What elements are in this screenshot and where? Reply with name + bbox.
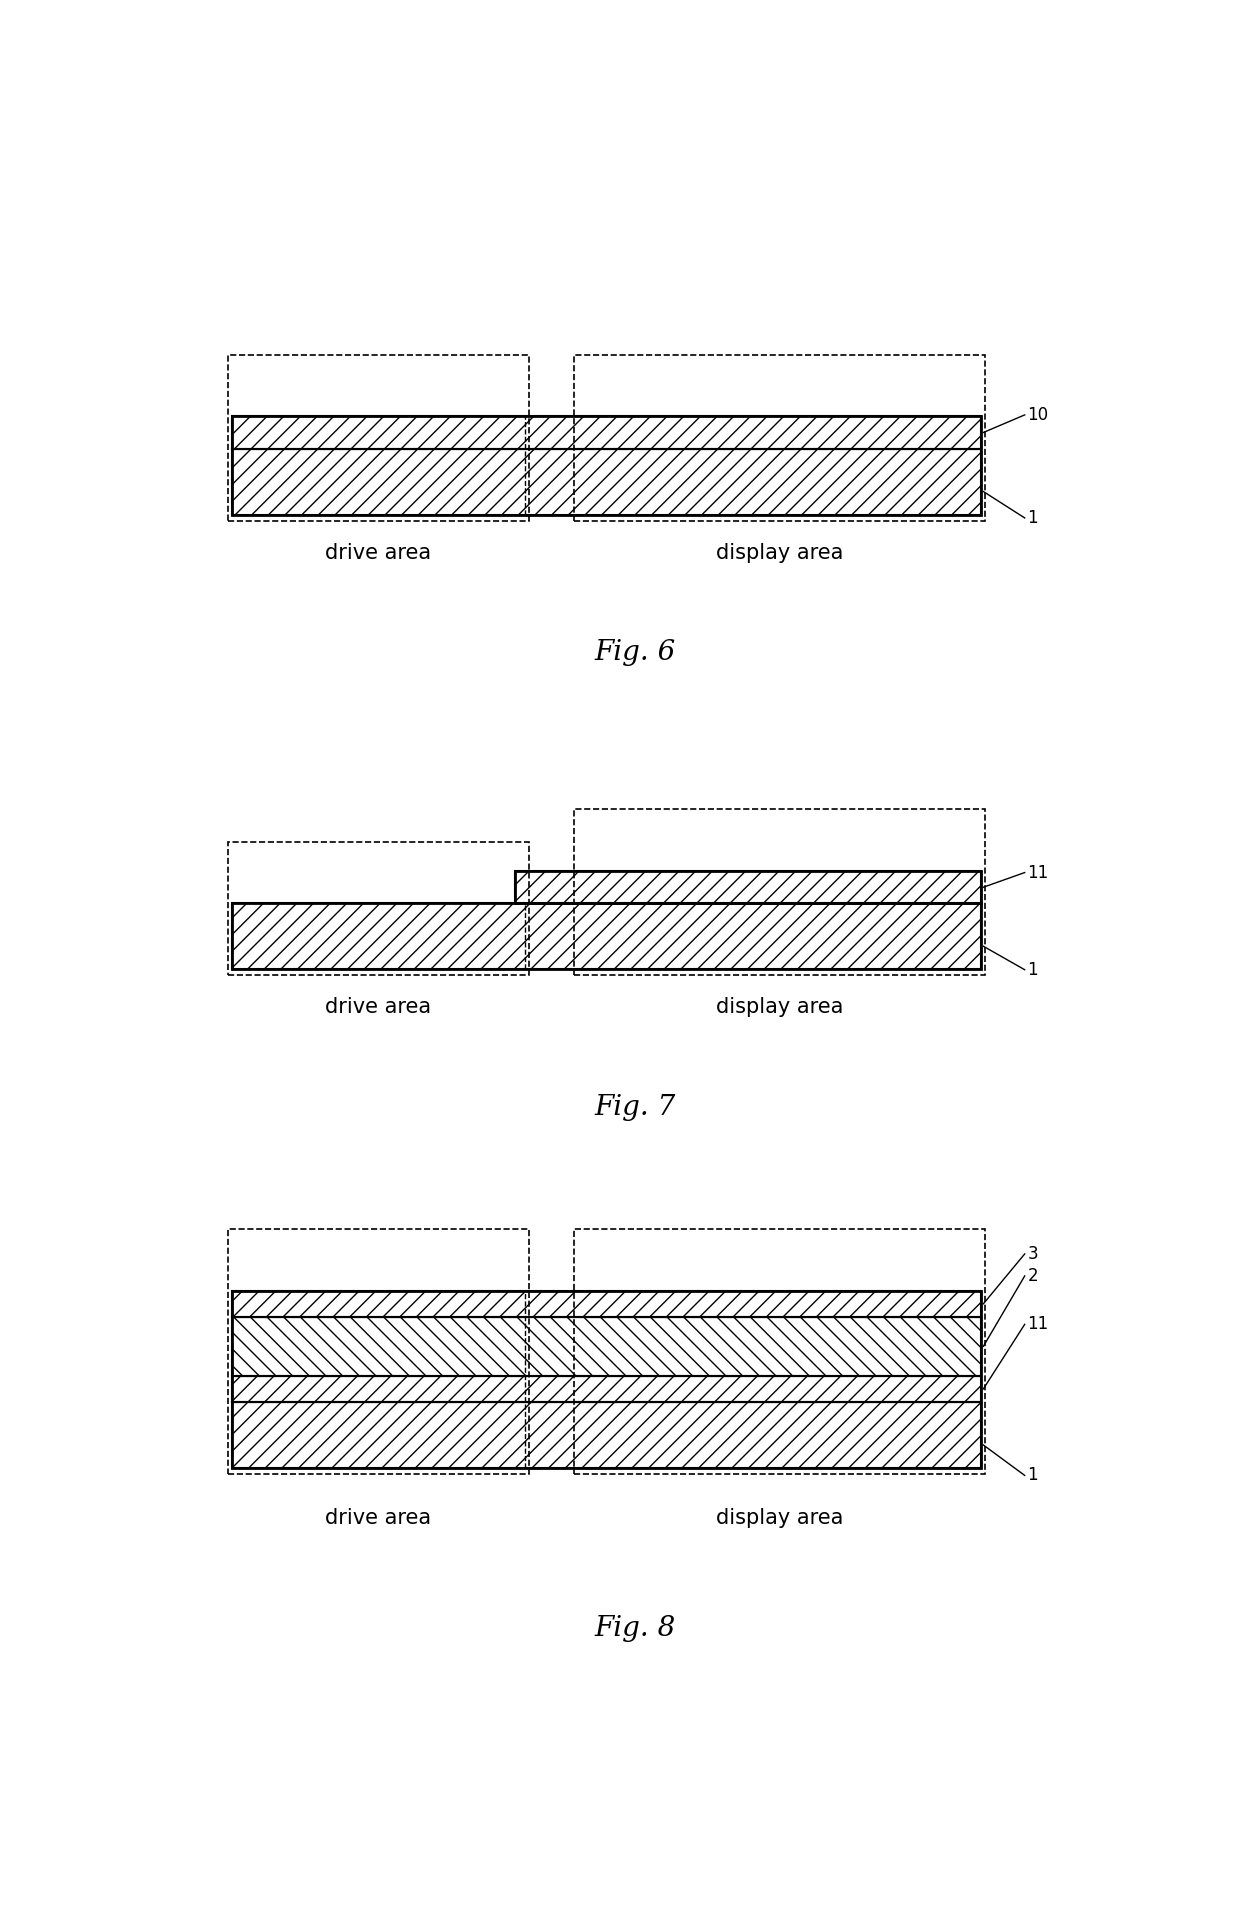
Bar — [232, 1290, 982, 1469]
Bar — [232, 417, 982, 514]
Bar — [232, 903, 982, 970]
Text: 1: 1 — [1028, 1467, 1038, 1484]
Text: drive area: drive area — [325, 1507, 432, 1528]
Bar — [516, 871, 982, 903]
Bar — [232, 1402, 982, 1469]
Text: display area: display area — [715, 543, 843, 562]
Text: Fig. 8: Fig. 8 — [595, 1615, 676, 1642]
Bar — [574, 1229, 986, 1474]
Bar — [574, 354, 986, 520]
Text: drive area: drive area — [325, 996, 432, 1017]
Bar — [228, 354, 528, 520]
Bar — [228, 1229, 528, 1474]
Bar — [232, 1375, 982, 1402]
Text: 11: 11 — [1028, 1314, 1049, 1333]
Bar — [232, 1316, 982, 1375]
Text: 2: 2 — [1028, 1267, 1038, 1286]
Text: 11: 11 — [1028, 863, 1049, 882]
Text: drive area: drive area — [325, 543, 432, 562]
Text: display area: display area — [715, 1507, 843, 1528]
Bar — [228, 842, 528, 975]
Bar — [232, 448, 982, 514]
Text: 10: 10 — [1028, 406, 1049, 425]
Text: 3: 3 — [1028, 1246, 1038, 1263]
Bar — [574, 810, 986, 975]
Bar — [232, 417, 982, 448]
Text: 1: 1 — [1028, 509, 1038, 528]
Bar — [232, 1290, 982, 1316]
Text: display area: display area — [715, 996, 843, 1017]
Bar — [232, 903, 982, 970]
Bar — [516, 871, 982, 903]
Text: Fig. 7: Fig. 7 — [595, 1093, 676, 1120]
Text: 1: 1 — [1028, 960, 1038, 979]
Text: Fig. 6: Fig. 6 — [595, 640, 676, 667]
